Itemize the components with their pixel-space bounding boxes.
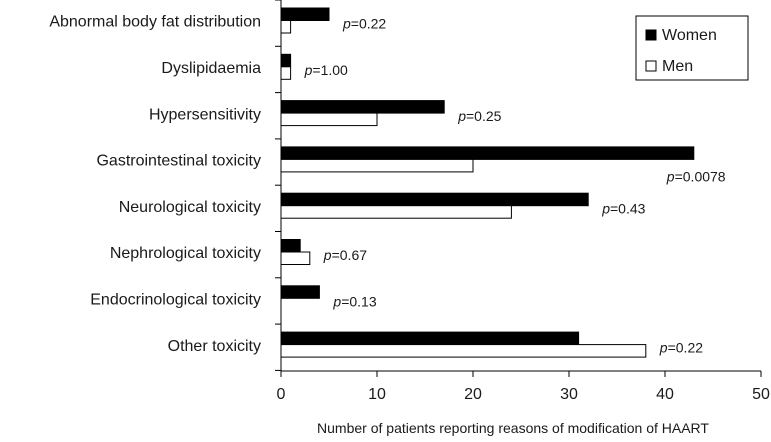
- x-tick-label: 40: [656, 386, 674, 403]
- category-label: Neurological toxicity: [119, 199, 261, 216]
- bar-men: [280, 66, 292, 80]
- bar-women: [280, 53, 292, 68]
- bar-men: [280, 205, 512, 219]
- category-label: Other toxicity: [168, 338, 261, 355]
- bar-men: [280, 344, 647, 358]
- p-value-label: p=0.22: [342, 16, 386, 32]
- category-label: Endocrinological toxicity: [90, 292, 261, 309]
- bars: [280, 7, 695, 358]
- category-label: Dyslipidaemia: [161, 60, 261, 77]
- axes: [275, 0, 761, 372]
- p-value-label: p=1.00: [304, 62, 348, 78]
- p-value-labels: p=0.22 p=1.00 p=0.25 p=0.0078 p=0.43 p=0.67 p=…: [304, 16, 726, 356]
- x-tick-label: 10: [368, 386, 386, 403]
- p-value-label: p=0.25: [457, 108, 501, 124]
- legend: Women Men: [635, 15, 749, 81]
- category-labels: Abnormal body fat distribution Dyslipidae…: [49, 14, 261, 355]
- bar-women: [280, 192, 589, 207]
- bar-women: [280, 146, 695, 160]
- p-value-label: p=0.13: [332, 293, 376, 309]
- legend-entry: Men: [662, 58, 693, 75]
- bar-women: [280, 285, 320, 299]
- x-tick-label: 50: [752, 386, 770, 403]
- category-label: Abnormal body fat distribution: [49, 14, 261, 31]
- x-tick-label: 20: [464, 386, 482, 403]
- p-value-label: p=0.0078: [666, 168, 726, 184]
- bar-men: [280, 251, 311, 265]
- bar-women: [280, 331, 580, 346]
- x-tick-label: 30: [560, 386, 578, 403]
- legend-entry: Women: [662, 27, 717, 44]
- p-value-label: p=0.22: [659, 340, 703, 356]
- x-axis-title: Number of patients reporting reasons of …: [317, 420, 709, 436]
- bar-men: [280, 158, 474, 173]
- p-value-label: p=0.43: [601, 201, 645, 217]
- category-label: Nephrological toxicity: [110, 245, 261, 262]
- bar-women: [280, 7, 330, 21]
- bar-men: [280, 112, 378, 127]
- legend-swatch: [645, 60, 657, 72]
- legend-swatch: [645, 29, 657, 41]
- x-tick-label: 0: [277, 386, 286, 403]
- bar-men: [280, 20, 292, 34]
- x-axis-ticks: 0 10 20 30 40 50: [277, 371, 770, 403]
- p-value-label: p=0.67: [323, 247, 367, 263]
- category-label: Gastrointestinal toxicity: [96, 153, 261, 170]
- bar-women: [280, 239, 301, 253]
- bar-women: [280, 100, 445, 114]
- category-label: Hypersensitivity: [149, 106, 261, 123]
